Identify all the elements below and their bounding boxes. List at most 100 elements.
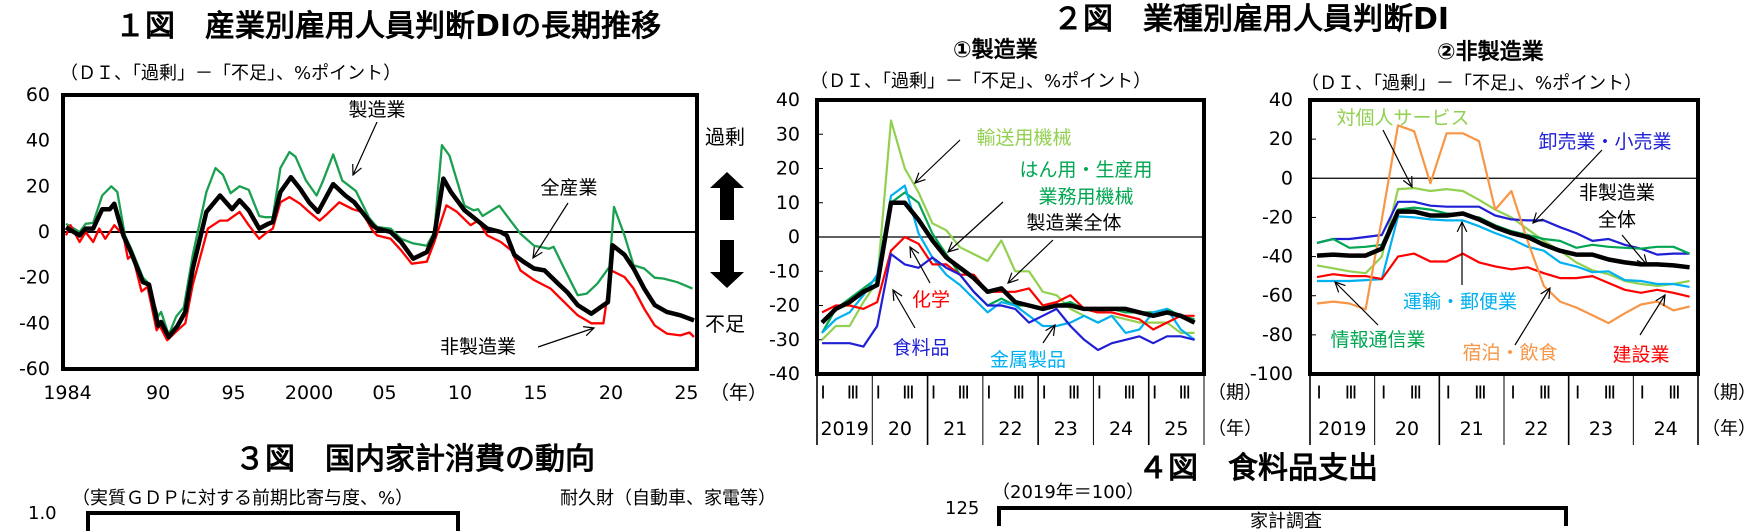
x-tick-label: 95 [221,382,245,404]
quarter-tick-label: Ⅰ [1152,383,1157,404]
quarter-tick-label: Ⅲ [957,383,969,404]
annotation-arrow [914,139,961,184]
x-tick-label: 90 [146,382,170,404]
year-unit-label: （年） [1702,419,1755,440]
y-tick-label: 20 [26,175,50,197]
annotation-arrow [352,121,378,177]
annotation-arrow [1456,220,1468,285]
quarter-tick-label: Ⅰ [1575,383,1580,404]
arrow-shaft [352,121,378,176]
plot-frame [61,93,699,371]
annotation-arrow [1042,323,1056,344]
y-tick-label: -40 [1262,246,1293,268]
arrow-shaft [1382,129,1413,188]
period-unit-label: （期） [1702,383,1755,404]
series-label: 業務用機械 [1038,186,1133,208]
arrow-head [1007,272,1019,284]
arrow-shaft [1621,234,1648,266]
arrow-head [532,247,543,260]
y-tick-label: -80 [1262,324,1293,346]
surplus-label: 過剰 [705,125,745,149]
fig4-ytick-top: 125 [945,498,980,519]
annotation-arrow [1621,234,1648,267]
arrow-shaft [532,202,569,259]
year-tick-label: 25 [1164,418,1188,440]
series-label: 非製造業 [440,336,516,358]
arrow-head [946,241,959,253]
arrow-shaft [537,327,595,348]
series-label: 食料品 [892,337,949,359]
series-line-5 [820,200,1196,325]
annotation-arrow [1007,239,1054,284]
quarter-tick-label: Ⅲ [1409,383,1421,404]
annotation-arrow [1514,286,1551,346]
year-unit-label: （年） [1208,419,1262,440]
series-label: 輸送用機械 [976,127,1071,149]
quarter-tick-label: Ⅰ [986,383,991,404]
quarter-tick-label: Ⅰ [1097,383,1102,404]
series-label: 卸売業・小売業 [1538,131,1671,153]
y-tick-label: -20 [769,295,800,317]
quarter-tick-label: Ⅲ [1013,383,1025,404]
arrow-head [1456,220,1468,233]
arrow-shaft [1639,294,1666,336]
shortage-label: 不足 [705,312,745,336]
series-line-5 [1316,124,1690,325]
arrow-shaft [1007,239,1054,284]
arrow-head [914,172,926,184]
series-line-0 [821,119,1195,341]
y-tick-label: -60 [19,358,50,380]
y-tick-label: 20 [776,158,800,180]
arrow-shaft [892,289,916,329]
annotation-arrow [892,288,916,329]
x-tick-label: 1984 [43,382,91,404]
arrow-head [1655,293,1666,307]
arrow-head [909,245,920,259]
fig1-unit-label: （ＤＩ、「過剰」－「不足」、%ポイント） [60,63,402,84]
quarter-tick-label: Ⅲ [1179,383,1191,404]
arrow-head [1636,254,1648,267]
series-label: 運輸・郵便業 [1403,291,1517,313]
quarter-tick-label: Ⅲ [902,383,914,404]
annotation-arrow [537,326,596,348]
y-tick-label: -30 [769,329,800,351]
fig3-title: ３図 国内家計消費の動向 [235,442,595,477]
annotation-arrow [532,202,569,260]
annotation-arrow [1334,281,1379,326]
quarter-tick-label: Ⅰ [1316,383,1321,404]
quarter-tick-label: Ⅰ [1381,383,1386,404]
arrow-head [892,288,903,302]
plot-frame [1308,98,1700,376]
plot-frame [815,98,1206,376]
y-tick-label: 30 [776,123,800,145]
y-tick-label: 60 [26,84,50,106]
series-label: 対個人サービス [1336,107,1469,129]
arrow-shaft [1042,324,1056,344]
arrow-head [1532,212,1544,225]
y-tick-label: -60 [1262,285,1293,307]
series-line-3 [821,235,1195,331]
quarter-tick-label: Ⅰ [1640,383,1645,404]
x-tick-label: 25 [674,382,698,404]
series-line-1 [64,174,695,340]
y-tick-label: -100 [1250,363,1293,385]
year-tick-label: 21 [943,418,967,440]
y-tick-label: 0 [38,221,50,243]
period-unit-label: （期） [1208,383,1262,404]
y-tick-label: 40 [26,130,50,152]
arrow-head [1334,281,1346,293]
fig3-unit-label: （実質ＧＤＰに対する前期比寄与度、%） [72,488,414,509]
annotation-arrow [946,201,1004,253]
fig2-sub1-title: ①製造業 [953,38,1038,63]
fig3-plot-frame [86,511,460,531]
y-tick-label: -20 [19,267,50,289]
quarter-tick-label: Ⅲ [1474,383,1486,404]
series-label: 全体 [1598,209,1636,231]
arrow-down-icon [710,240,744,288]
series-label: 製造業 [348,99,405,121]
quarter-tick-label: Ⅲ [1345,383,1357,404]
annotation-arrow [1639,293,1666,336]
series-line-4 [1316,252,1690,298]
year-tick-label: 20 [888,418,912,440]
quarter-tick-label: Ⅰ [876,383,881,404]
